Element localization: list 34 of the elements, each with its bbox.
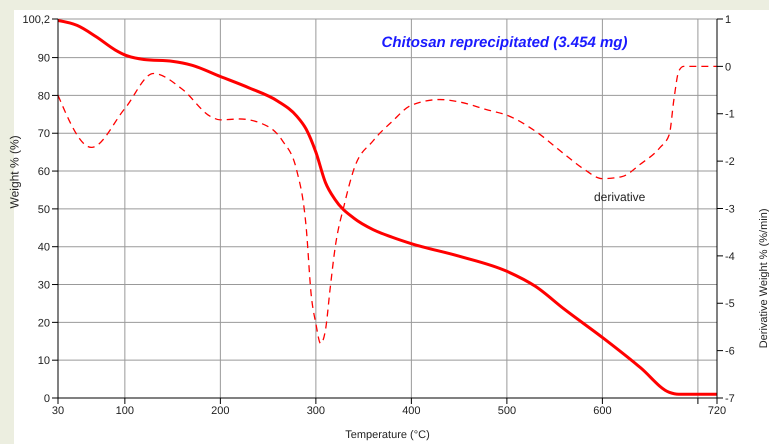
y2-axis-title: Derivative Weight % (%/min) [758, 208, 769, 348]
y-axis-title: Weight % (%) [7, 135, 22, 208]
y-tick-label: 60 [38, 166, 50, 178]
y2-tick-label: -4 [725, 250, 735, 263]
y2-tick-label: 1 [725, 14, 732, 26]
y-tick-label: 30 [38, 279, 50, 292]
y-tick-label: 70 [38, 128, 50, 140]
y-tick-label: 90 [38, 52, 50, 64]
x-tick-label: 400 [402, 404, 421, 417]
y2-tick-label: -2 [725, 156, 735, 168]
y-tick-label: 100,2 [22, 14, 50, 26]
y2-tick-label: -6 [725, 346, 735, 358]
y2-tick-label: -5 [725, 298, 735, 310]
y-tick-label: 80 [38, 90, 50, 102]
x-tick-label: 600 [593, 404, 612, 417]
y2-tick-label: -3 [725, 203, 735, 216]
y-tick-label: 50 [38, 204, 50, 216]
y2-tick-label: -1 [725, 108, 735, 121]
x-axis-title: Temperature (°C) [345, 429, 430, 441]
x-tick-label: 300 [306, 404, 326, 417]
y-tick-label: 10 [38, 355, 50, 368]
line-series [58, 19, 717, 396]
x-tick-label: 30 [52, 404, 64, 417]
x-tick-label: 200 [211, 404, 230, 417]
y-tick-label: 40 [38, 242, 50, 254]
text: Chitosan reprecipitated (3.454 mg) [380, 34, 628, 51]
x-tick-label: 100 [116, 404, 134, 417]
y2-tick-label: 0 [725, 61, 732, 74]
y-tick-label: 20 [38, 317, 50, 330]
y-tick-label: 0 [44, 392, 50, 405]
annotation: derivative [594, 190, 646, 204]
y2-tick-label: -7 [725, 392, 735, 405]
x-tick-label: 500 [498, 404, 516, 417]
x-tick-label: 720 [708, 404, 726, 417]
